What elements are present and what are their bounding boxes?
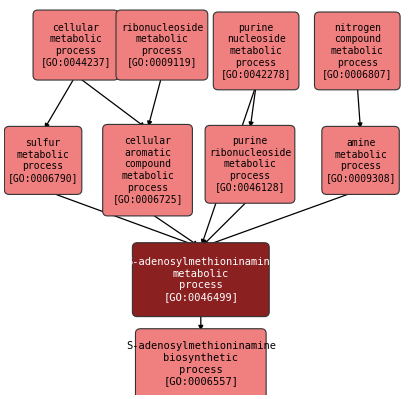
- FancyBboxPatch shape: [322, 126, 399, 194]
- FancyBboxPatch shape: [205, 125, 295, 203]
- Text: cellular
metabolic
process
[GO:0044237]: cellular metabolic process [GO:0044237]: [41, 23, 111, 67]
- Text: S-adenosylmethioninamine
metabolic
process
[GO:0046499]: S-adenosylmethioninamine metabolic proce…: [126, 257, 276, 302]
- Text: cellular
aromatic
compound
metabolic
process
[GO:0006725]: cellular aromatic compound metabolic pro…: [112, 136, 183, 204]
- FancyBboxPatch shape: [133, 243, 269, 317]
- Text: purine
nucleoside
metabolic
process
[GO:0042278]: purine nucleoside metabolic process [GO:…: [221, 23, 291, 79]
- FancyBboxPatch shape: [33, 10, 119, 80]
- FancyBboxPatch shape: [135, 329, 266, 399]
- FancyBboxPatch shape: [213, 12, 299, 90]
- Text: purine
ribonucleoside
metabolic
process
[GO:0046128]: purine ribonucleoside metabolic process …: [209, 136, 291, 192]
- Text: amine
metabolic
process
[GO:0009308]: amine metabolic process [GO:0009308]: [325, 138, 396, 183]
- FancyBboxPatch shape: [116, 10, 208, 80]
- FancyBboxPatch shape: [4, 126, 82, 194]
- FancyBboxPatch shape: [103, 124, 192, 216]
- FancyBboxPatch shape: [314, 12, 400, 90]
- Text: S-adenosylmethioninamine
biosynthetic
process
[GO:0006557]: S-adenosylmethioninamine biosynthetic pr…: [126, 341, 276, 386]
- Text: ribonucleoside
metabolic
process
[GO:0009119]: ribonucleoside metabolic process [GO:000…: [121, 23, 203, 67]
- Text: nitrogen
compound
metabolic
process
[GO:0006807]: nitrogen compound metabolic process [GO:…: [322, 23, 393, 79]
- Text: sulfur
metabolic
process
[GO:0006790]: sulfur metabolic process [GO:0006790]: [8, 138, 78, 183]
